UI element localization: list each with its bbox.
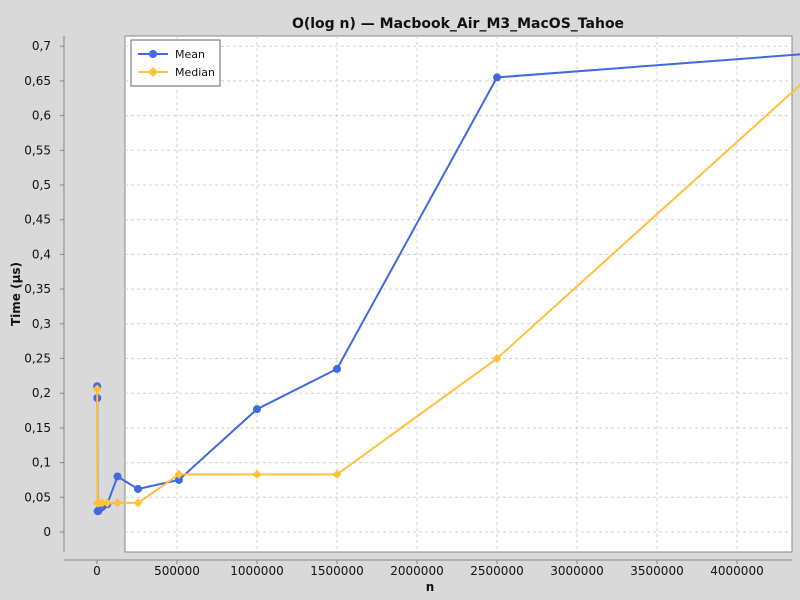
y-tick-label: 0,25 bbox=[24, 352, 51, 366]
x-tick-label: 1500000 bbox=[310, 564, 363, 578]
y-tick-label: 0,45 bbox=[24, 213, 51, 227]
y-tick-label: 0,1 bbox=[32, 456, 51, 470]
x-tick-label: 3000000 bbox=[550, 564, 603, 578]
data-point-median bbox=[252, 469, 262, 479]
legend-label-median: Median bbox=[175, 66, 215, 79]
x-tick-label: 2500000 bbox=[470, 564, 523, 578]
data-point-median bbox=[112, 498, 122, 508]
data-point-median bbox=[332, 469, 342, 479]
data-point-mean bbox=[493, 73, 501, 82]
data-point-mean bbox=[253, 405, 261, 414]
y-tick-label: 0,7 bbox=[32, 39, 51, 53]
legend: Mean Median bbox=[130, 39, 221, 87]
y-axis-title: Time (µs) bbox=[9, 262, 23, 326]
data-point-median bbox=[92, 384, 102, 394]
data-point-mean bbox=[113, 472, 122, 481]
legend-label-mean: Mean bbox=[175, 48, 205, 61]
y-tick-label: 0,35 bbox=[24, 282, 51, 296]
y-tick-label: 0,4 bbox=[32, 247, 51, 261]
x-tick-label: 0 bbox=[93, 564, 101, 578]
data-point-median bbox=[97, 498, 107, 508]
y-tick-label: 0,5 bbox=[32, 178, 51, 192]
y-tick-label: 0,15 bbox=[24, 421, 51, 435]
grid bbox=[125, 36, 792, 552]
y-tick-label: 0,2 bbox=[32, 386, 51, 400]
data-point-median bbox=[102, 498, 112, 508]
axes bbox=[63, 36, 792, 561]
data-point-mean bbox=[174, 475, 183, 484]
x-tick-label: 2000000 bbox=[390, 564, 443, 578]
y-ticks: 0 0,05 0,1 0,15 0,2 0,25 0,3 0,35 0,4 0,45 0,5 0,55… bbox=[24, 39, 64, 539]
y-tick-label: 0,6 bbox=[32, 109, 51, 123]
chart-title: O(log n) — Macbook_Air_M3_MacOS_Tahoe bbox=[292, 16, 624, 32]
plot-area bbox=[124, 35, 793, 553]
data-point-mean bbox=[333, 364, 341, 373]
series bbox=[92, 53, 800, 516]
data-point-mean bbox=[133, 484, 142, 493]
legend-marker-median bbox=[148, 67, 158, 77]
data-point-median bbox=[492, 354, 502, 363]
x-tick-label: 3500000 bbox=[630, 564, 683, 578]
x-tick-label: 1000000 bbox=[230, 564, 283, 578]
y-tick-label: 0,55 bbox=[24, 143, 51, 157]
y-tick-label: 0,05 bbox=[24, 490, 51, 504]
legend-box bbox=[130, 39, 221, 87]
x-axis-title: n bbox=[426, 580, 435, 594]
x-ticks: 0 500000 1000000 1500000 2000000 2500000 30000… bbox=[93, 560, 764, 578]
x-tick-label: 4000000 bbox=[710, 564, 763, 578]
y-tick-label: 0 bbox=[43, 525, 51, 539]
y-tick-label: 0,3 bbox=[32, 317, 51, 331]
x-tick-label: 500000 bbox=[154, 564, 200, 578]
legend-marker-mean bbox=[149, 50, 157, 58]
data-point-median bbox=[174, 469, 184, 479]
y-tick-label: 0,65 bbox=[24, 74, 51, 88]
data-point-median bbox=[133, 498, 143, 508]
